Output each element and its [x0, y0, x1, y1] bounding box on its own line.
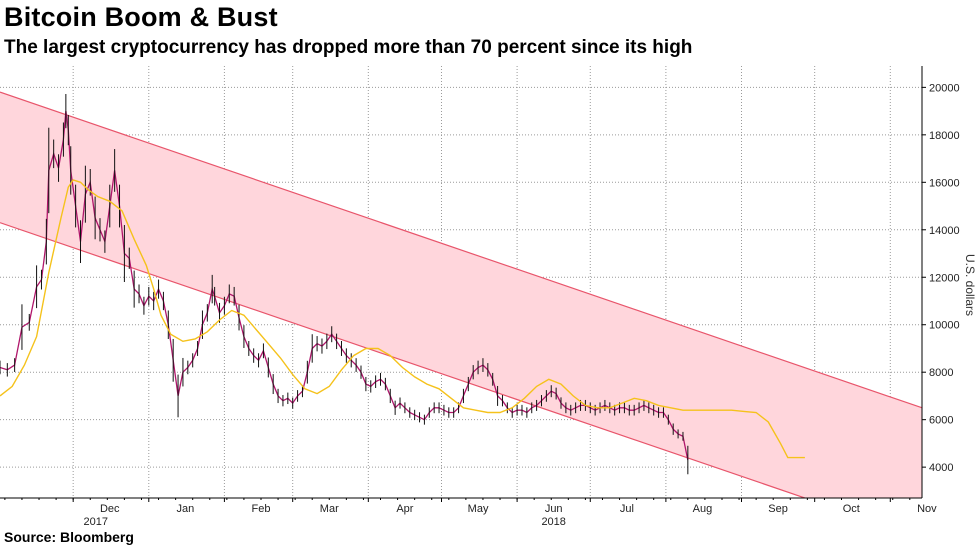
price-line: [0, 111, 689, 461]
axes: 4000 6000 8000 10000 12000 14000 16000 18000 200…: [0, 66, 960, 528]
x-tick-label: Apr: [396, 503, 413, 515]
channel-upper-line: [0, 91, 922, 409]
x-tick-year: 2018: [541, 516, 565, 528]
y-tick-label: 18000: [929, 130, 960, 142]
x-tick-year: 2017: [84, 516, 108, 528]
channel-band: [0, 92, 922, 498]
y-tick-label: 20000: [929, 82, 960, 94]
x-tick-label: Aug: [693, 503, 713, 515]
y-tick-label: 8000: [929, 367, 953, 379]
y-tick-label: 14000: [929, 225, 960, 237]
x-tick-label: Dec: [100, 503, 120, 515]
x-tick-label: May: [468, 503, 489, 515]
x-tick-label: Oct: [843, 503, 860, 515]
x-tick-label: Jun: [545, 503, 563, 515]
y-tick-label: 4000: [929, 462, 953, 474]
y-tick-label: 12000: [929, 272, 960, 284]
y-axis-label: U.S. dollars: [963, 254, 977, 316]
x-tick-label: Mar: [320, 503, 339, 515]
moving-average-line: [0, 179, 805, 459]
series-layer: [0, 94, 805, 475]
chart-subtitle: The largest cryptocurrency has dropped m…: [4, 37, 693, 58]
trend-channel: [0, 91, 922, 498]
x-tick-label: Sep: [768, 503, 788, 515]
channel-lower-line: [0, 222, 807, 498]
x-tick-label: Feb: [252, 503, 271, 515]
y-tick-label: 10000: [929, 320, 960, 332]
y-tick-label: 16000: [929, 177, 960, 189]
x-tick-label: Jul: [620, 503, 634, 515]
chart-title: Bitcoin Boom & Bust: [4, 2, 278, 32]
y-tick-label: 6000: [929, 415, 953, 427]
x-tick-label: Jan: [177, 503, 195, 515]
source-note: Source: Bloomberg: [4, 529, 134, 545]
x-tick-label: Nov: [917, 503, 937, 515]
